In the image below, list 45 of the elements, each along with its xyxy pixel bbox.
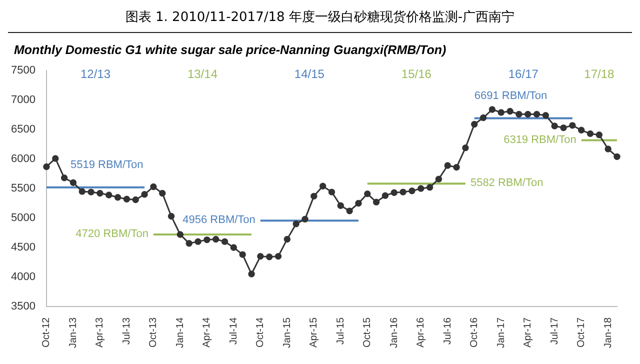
x-tick-label: Jan-14 [174, 316, 186, 348]
series-label: 4720 RBM/Ton [76, 228, 148, 240]
x-tick-label: Jul-13 [121, 317, 132, 345]
x-tick-label: Oct-12 [41, 316, 52, 348]
x-tick-label: Jan-16 [388, 316, 400, 348]
y-tick-label: 4000 [10, 270, 36, 283]
x-tick-label: Oct-13 [148, 316, 160, 348]
series-label: 4956 RBM/Ton [182, 214, 256, 226]
series-label: 6319 RBM/Ton [504, 134, 576, 146]
annotation: 16/17 [508, 66, 539, 81]
y-tick-label: 6500 [10, 124, 36, 136]
y-tick-label: 7000 [10, 94, 36, 106]
x-tick-label: Oct-17 [576, 316, 588, 348]
x-tick-label: Apr-15 [308, 316, 320, 348]
chart-subtitle: Monthly Domestic G1 white sugar sale price-Nanning Guangxi(RMB/Ton) [14, 43, 448, 57]
annotation: 12/13 [80, 66, 111, 81]
chart-title: 图表 1. 2010/11-2017/18 年度一级白砂糖现货价格监测-广西南宁 [8, 8, 632, 33]
x-tick-label: Jul-14 [228, 317, 240, 345]
x-tick-label: Jan-13 [68, 316, 79, 348]
x-tick-label: Oct-14 [255, 316, 266, 348]
y-tick-label: 7500 [10, 64, 36, 77]
series-label: 5519 RBM/Ton [70, 158, 144, 171]
x-tick-label: Jul-15 [335, 317, 346, 345]
y-tick-label: 3500 [10, 300, 36, 312]
series-label: 5582 RBM/Ton [470, 177, 544, 190]
y-tick-label: 5000 [10, 212, 36, 224]
x-tick-label: Apr-16 [416, 316, 427, 348]
annotation: 14/15 [294, 66, 325, 81]
series-label: 6691 RBM/Ton [474, 90, 548, 102]
x-tick-label: Apr-14 [202, 316, 213, 348]
y-tick-label: 5500 [10, 182, 36, 195]
annotation: 13/14 [187, 66, 218, 81]
x-tick-label: Apr-17 [522, 316, 534, 348]
annotation: 15/16 [401, 66, 432, 81]
annotation: 17/18 [584, 66, 615, 81]
x-tick-label: Apr-13 [94, 316, 106, 348]
x-tick-label: Jul-17 [549, 317, 560, 345]
x-tick-label: Oct-15 [362, 316, 374, 348]
x-tick-label: Oct-16 [469, 316, 480, 348]
x-tick-label: Jan-17 [496, 316, 507, 348]
y-tick-label: 4500 [10, 242, 36, 254]
y-tick-label: 6000 [10, 153, 36, 166]
x-tick-label: Jan-15 [282, 316, 293, 348]
x-tick-label: Jul-16 [442, 317, 454, 345]
x-tick-label: Jan-18 [602, 316, 614, 348]
